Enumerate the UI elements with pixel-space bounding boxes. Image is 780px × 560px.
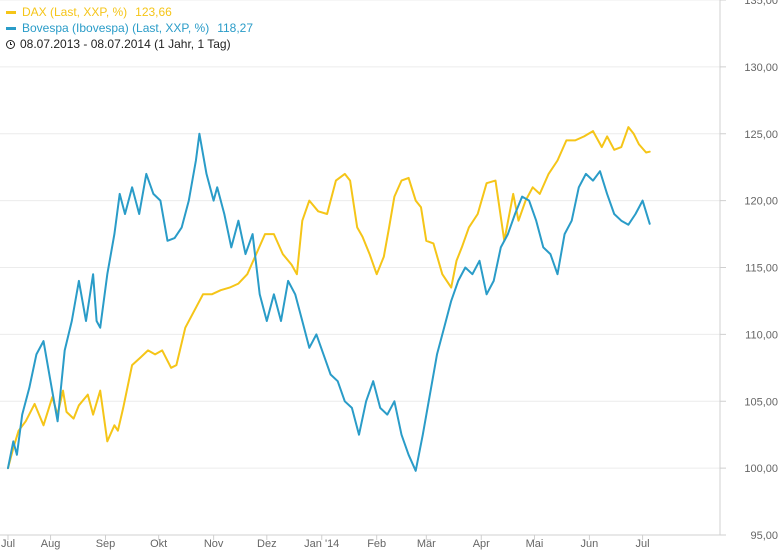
legend: DAX (Last, XXP, %) 123,66 Bovespa (Ibove… — [6, 4, 253, 52]
y-tick-label: 105,00 — [744, 396, 778, 408]
y-tick-label: 135,00 — [744, 0, 778, 7]
x-tick-label: Feb — [367, 538, 386, 550]
period-row: 08.07.2013 - 08.07.2014 (1 Jahr, 1 Tag) — [6, 36, 253, 52]
dax-legend-label: DAX (Last, XXP, %) — [22, 5, 128, 19]
period-label: 08.07.2013 - 08.07.2014 (1 Jahr, 1 Tag) — [20, 37, 231, 51]
series-line-dax — [7, 126, 651, 470]
x-tick-label: Jun — [581, 538, 599, 550]
y-tick-label: 95,00 — [750, 530, 778, 542]
y-tick-label: 115,00 — [745, 263, 778, 275]
bovespa-swatch-icon — [6, 26, 16, 30]
x-tick-label: Jan '14 — [304, 538, 339, 550]
y-tick-label: 130,00 — [744, 62, 778, 74]
bovespa-last-value: 118,27 — [217, 21, 254, 35]
x-tick-label: Jul — [636, 538, 650, 550]
y-tick-label: 125,00 — [744, 129, 778, 141]
x-tick-label: Dez — [257, 538, 277, 550]
x-tick-label: Nov — [204, 538, 224, 550]
x-tick-label: Jul — [1, 538, 15, 550]
dax-swatch-icon — [6, 10, 16, 14]
y-tick-label: 110,00 — [745, 329, 778, 341]
dax-last-value: 123,66 — [135, 5, 172, 19]
series-line-bovespa — [7, 132, 651, 472]
clock-icon — [6, 39, 15, 49]
x-tick-label: Aug — [41, 538, 61, 550]
legend-item-bovespa: Bovespa (Ibovespa) (Last, XXP, %) 118,27 — [6, 20, 253, 36]
y-tick-label: 120,00 — [744, 196, 778, 208]
x-tick-label: Apr — [473, 538, 490, 550]
x-tick-label: Mär — [417, 538, 436, 550]
y-tick-label: 100,00 — [744, 463, 778, 475]
legend-item-dax: DAX (Last, XXP, %) 123,66 — [6, 4, 253, 20]
x-tick-label: Okt — [150, 538, 167, 550]
x-tick-label: Mai — [526, 538, 544, 550]
x-tick-label: Sep — [96, 538, 116, 550]
bovespa-legend-label: Bovespa (Ibovespa) (Last, XXP, %) — [22, 21, 210, 35]
